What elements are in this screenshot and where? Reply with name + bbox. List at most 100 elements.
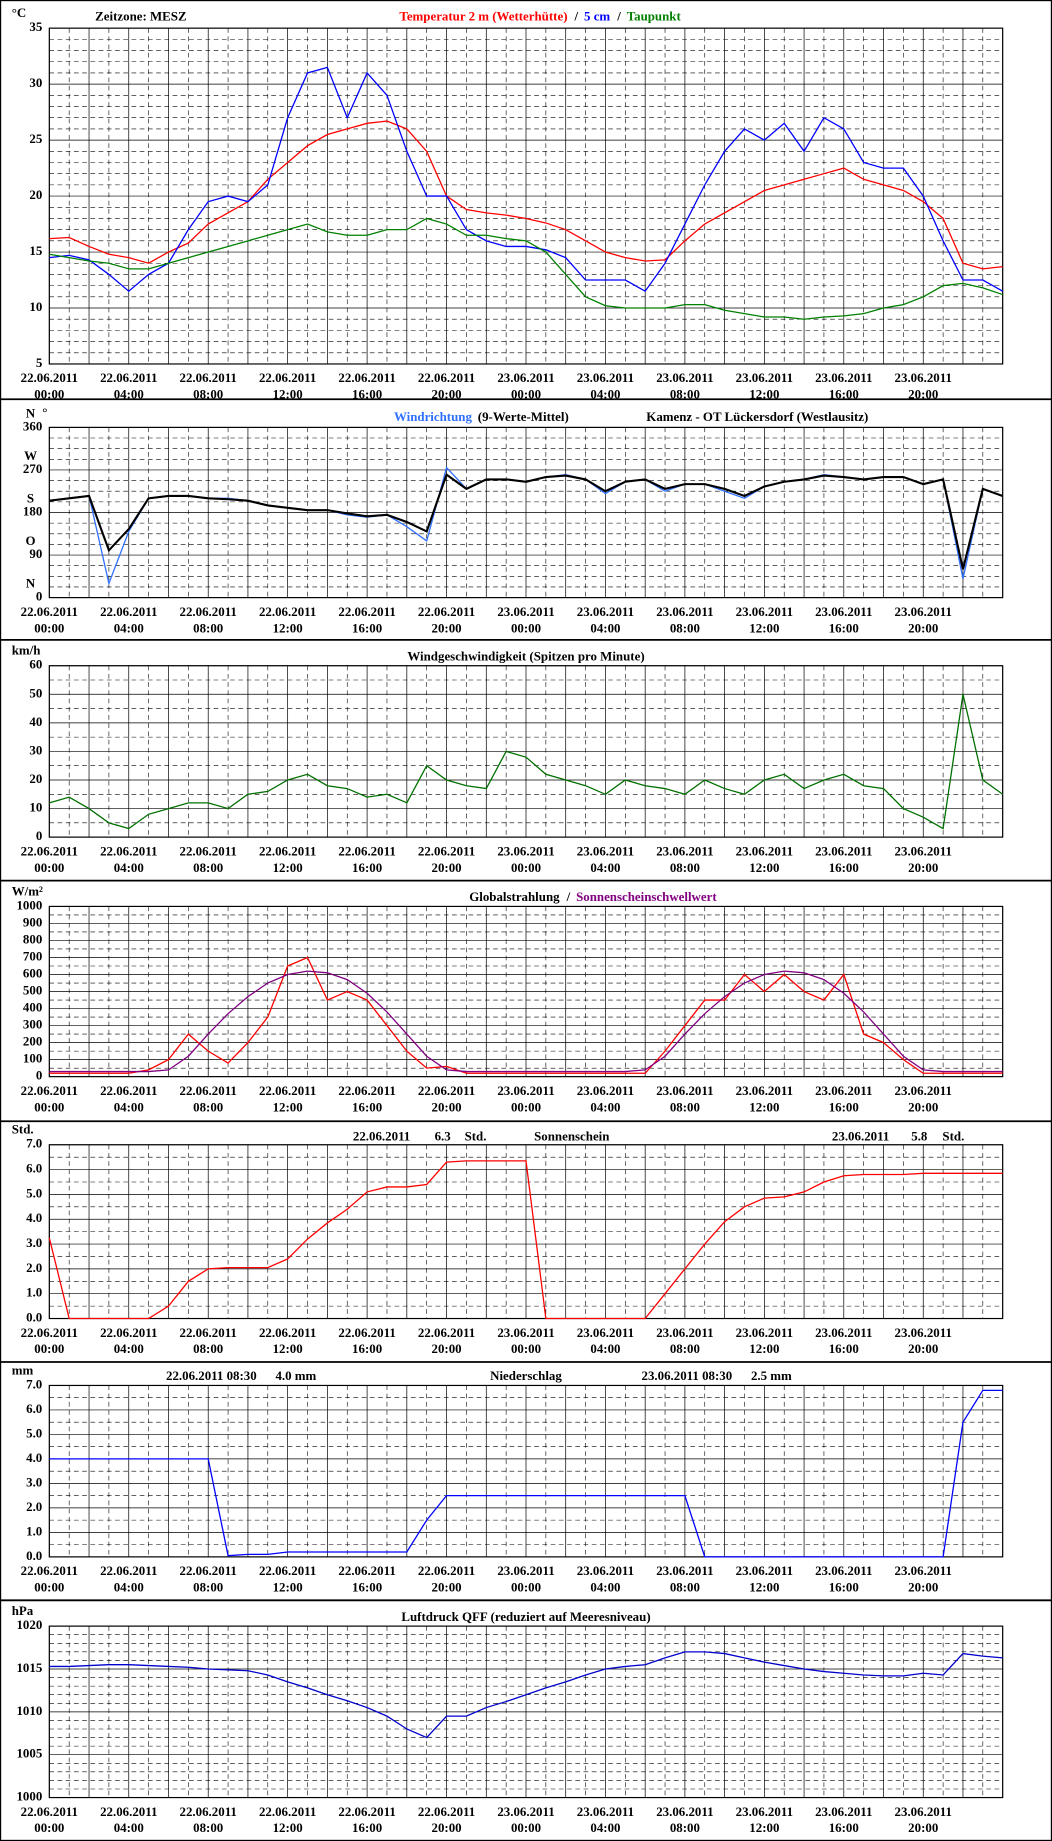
y-tick-label: 6.0	[26, 1161, 42, 1176]
x-tick-time: 04:00	[590, 1341, 620, 1356]
x-tick-time: 08:00	[193, 1341, 223, 1356]
x-tick-date: 23.06.2011	[895, 1804, 952, 1819]
x-tick-time: 20:00	[431, 1099, 461, 1114]
y-tick-label: 0.0	[26, 1309, 42, 1324]
x-tick-time: 12:00	[273, 860, 303, 875]
x-tick-date: 23.06.2011	[736, 1563, 793, 1578]
x-tick-date: 22.06.2011	[259, 1563, 316, 1578]
x-tick-date: 22.06.2011	[21, 604, 78, 619]
x-tick-time: 00:00	[34, 860, 64, 875]
x-tick-time: 04:00	[114, 860, 144, 875]
x-tick-time: 20:00	[431, 860, 461, 875]
x-tick-date: 22.06.2011	[21, 370, 78, 385]
y-tick-label: 800	[23, 931, 42, 946]
x-tick-time: 00:00	[511, 1341, 541, 1356]
x-tick-time: 20:00	[908, 860, 938, 875]
data-line	[49, 120, 1003, 270]
x-tick-time: 00:00	[511, 1099, 541, 1114]
x-tick-date: 23.06.2011	[577, 604, 634, 619]
y-tick-label: 270	[23, 461, 42, 476]
y-tick-label: 0	[36, 828, 42, 843]
y-tick-label: 90	[29, 546, 42, 561]
x-tick-date: 23.06.2011	[815, 1804, 872, 1819]
y-tick-label: 0	[36, 589, 42, 604]
x-tick-date: 22.06.2011	[180, 1083, 237, 1098]
annotation: 5.8	[911, 1129, 928, 1144]
x-tick-date: 22.06.2011	[100, 1804, 157, 1819]
legend-entry: Windrichtung	[394, 409, 472, 424]
x-tick-date: 22.06.2011	[259, 1325, 316, 1340]
legend-entry: Taupunkt	[627, 9, 682, 24]
x-tick-date: 22.06.2011	[21, 1563, 78, 1578]
x-tick-time: 00:00	[511, 387, 541, 402]
x-tick-date: 23.06.2011	[577, 843, 634, 858]
plot-frame	[48, 426, 1004, 599]
x-tick-time: 12:00	[273, 1099, 303, 1114]
x-tick-time: 20:00	[908, 1099, 938, 1114]
x-tick-date: 23.06.2011	[577, 1083, 634, 1098]
x-tick-time: 04:00	[590, 387, 620, 402]
x-tick-time: 16:00	[352, 1580, 382, 1595]
x-tick-time: 08:00	[193, 1820, 223, 1835]
x-tick-time: 00:00	[34, 620, 64, 635]
x-tick-date: 23.06.2011	[656, 1563, 713, 1578]
x-tick-time: 20:00	[431, 387, 461, 402]
y-tick-label: 600	[23, 965, 42, 980]
y-tick-label: 50	[29, 685, 42, 700]
y-tick-label: 40	[29, 714, 42, 729]
x-tick-time: 20:00	[908, 387, 938, 402]
x-tick-date: 23.06.2011	[497, 843, 554, 858]
x-tick-time: 08:00	[193, 1099, 223, 1114]
x-tick-date: 22.06.2011	[180, 604, 237, 619]
unit-label: mm	[12, 1362, 34, 1377]
x-tick-date: 22.06.2011	[100, 370, 157, 385]
data-line	[49, 694, 1004, 830]
x-tick-date: 22.06.2011	[418, 1804, 475, 1819]
y-tick-label: 25	[29, 131, 42, 146]
x-tick-date: 22.06.2011	[259, 843, 316, 858]
x-tick-date: 22.06.2011	[338, 604, 395, 619]
unit-label: Std.	[12, 1122, 34, 1137]
data-line	[49, 970, 1003, 1073]
direction-label: O	[26, 533, 36, 548]
legend-entry: 5 cm	[584, 9, 610, 24]
x-tick-time: 16:00	[829, 1099, 859, 1114]
y-tick-label: 60	[29, 657, 42, 672]
y-tick-label: 700	[23, 948, 42, 963]
x-tick-time: 12:00	[749, 1580, 779, 1595]
unit-label: km/h	[12, 643, 41, 658]
x-tick-time: 20:00	[431, 620, 461, 635]
x-tick-time: 04:00	[114, 1820, 144, 1835]
x-tick-time: 20:00	[908, 1820, 938, 1835]
legend: Globalstrahlung / Sonnenscheinschwellwert	[469, 889, 717, 904]
x-tick-time: 16:00	[352, 620, 382, 635]
x-tick-time: 12:00	[273, 1341, 303, 1356]
x-tick-time: 20:00	[431, 1580, 461, 1595]
plot-frame	[48, 905, 1004, 1078]
direction-label: N	[26, 576, 36, 591]
x-tick-time: 20:00	[431, 1341, 461, 1356]
x-tick-date: 22.06.2011	[180, 1325, 237, 1340]
y-tick-label: 1005	[16, 1746, 42, 1761]
y-tick-label: 3.0	[26, 1474, 42, 1489]
unit-label: W/m²	[12, 883, 43, 898]
x-tick-date: 23.06.2011	[815, 1563, 872, 1578]
y-tick-label: 500	[23, 983, 42, 998]
x-tick-date: 23.06.2011	[815, 370, 872, 385]
y-tick-label: 1000	[16, 897, 42, 912]
x-tick-date: 23.06.2011	[895, 604, 952, 619]
x-tick-date: 22.06.2011	[100, 843, 157, 858]
x-tick-date: 22.06.2011	[418, 843, 475, 858]
data-line	[48, 1160, 1003, 1320]
x-tick-time: 12:00	[749, 1099, 779, 1114]
legend: Temperatur 2 m (Wetterhütte) / 5 cm / Taupun…	[399, 9, 681, 24]
x-tick-time: 08:00	[193, 1580, 223, 1595]
x-tick-date: 22.06.2011	[100, 1325, 157, 1340]
y-tick-label: 1020	[16, 1617, 42, 1632]
y-tick-label: 1.0	[26, 1285, 42, 1300]
x-tick-date: 23.06.2011	[497, 604, 554, 619]
x-tick-date: 23.06.2011	[497, 1325, 554, 1340]
x-tick-time: 16:00	[829, 860, 859, 875]
